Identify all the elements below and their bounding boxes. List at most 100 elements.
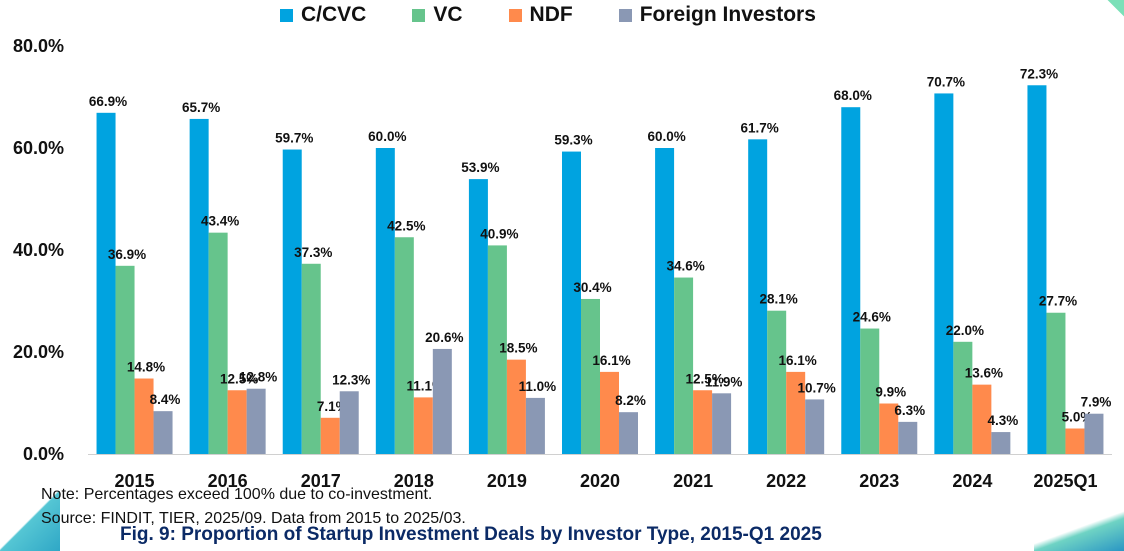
bar-vc-2023: [860, 328, 880, 454]
data-label-vc-2025Q1: 27.7%: [1039, 294, 1077, 309]
bar-ndf-2022: [786, 371, 806, 454]
chart-legend: C/CVC VC NDF Foreign Investors: [280, 3, 816, 27]
bar-vc-2019: [487, 245, 507, 454]
bar-ccvc-2018: [375, 148, 395, 454]
bar-ndf-2018: [413, 397, 433, 454]
legend-label-ccvc: C/CVC: [301, 3, 367, 26]
bar-foreign-2024: [991, 432, 1011, 454]
bar-ndf-2025Q1: [1065, 428, 1085, 454]
bar-ccvc-2021: [655, 148, 675, 454]
x-tick-label: 2023: [859, 471, 899, 491]
bar-foreign-2017: [339, 391, 359, 454]
bar-foreign-2021: [712, 393, 732, 454]
legend-label-vc: VC: [433, 3, 463, 26]
bar-ccvc-2019: [468, 179, 488, 455]
data-label-ccvc-2018: 60.0%: [368, 129, 406, 144]
decorative-corner-right: [1034, 511, 1124, 551]
legend-swatch-ccvc: [280, 8, 293, 22]
data-label-ccvc-2017: 59.7%: [275, 131, 313, 146]
decorative-corner-left: [0, 491, 60, 551]
figure-caption: Fig. 9: Proportion of Startup Investment…: [120, 524, 822, 545]
data-label-foreign-2024: 4.3%: [987, 413, 1018, 428]
bar-ccvc-2015: [96, 112, 116, 454]
data-label-foreign-2021: 11.9%: [705, 374, 743, 389]
bar-ccvc-2020: [562, 151, 581, 454]
legend-swatch-foreign: [618, 8, 632, 22]
data-label-foreign-2019: 11.0%: [519, 379, 557, 394]
bar-ndf-2021: [693, 390, 713, 454]
bar-ndf-2020: [600, 371, 619, 454]
bar-vc-2017: [301, 263, 321, 454]
bar-vc-2018: [394, 237, 414, 454]
bar-ndf-2024: [972, 384, 992, 454]
data-label-foreign-2025Q1: 7.9%: [1081, 395, 1112, 410]
data-label-ccvc-2016: 65.7%: [182, 100, 220, 115]
bar-ndf-2015: [134, 378, 154, 454]
data-label-foreign-2017: 12.3%: [332, 372, 370, 387]
x-tick-label: 2025Q1: [1033, 471, 1097, 491]
data-label-vc-2018: 42.5%: [387, 218, 425, 233]
data-label-ndf-2022: 16.1%: [779, 353, 817, 368]
legend-swatch-vc: [412, 8, 426, 22]
data-label-ccvc-2019: 53.9%: [461, 160, 499, 175]
data-label-vc-2016: 43.4%: [201, 214, 239, 229]
data-label-foreign-2023: 6.3%: [894, 403, 925, 418]
data-label-ndf-2020: 16.1%: [592, 353, 630, 368]
bar-ndf-2016: [227, 390, 247, 454]
bar-foreign-2023: [898, 421, 918, 454]
data-label-ndf-2021: 12.5%: [685, 371, 723, 386]
y-tick-label: 80.0%: [13, 36, 64, 56]
data-label-ndf-2015: 14.8%: [127, 360, 165, 375]
data-label-ccvc-2020: 59.3%: [554, 133, 592, 148]
data-label-foreign-2015: 8.4%: [150, 392, 181, 407]
data-label-foreign-2016: 12.8%: [239, 370, 277, 385]
x-tick-label: 2016: [208, 471, 248, 491]
bar-vc-2015: [115, 265, 135, 454]
data-label-foreign-2020: 8.2%: [615, 393, 646, 408]
bar-ccvc-2017: [282, 149, 302, 454]
bar-vc-2024: [953, 341, 973, 454]
y-tick-label: 20.0%: [13, 342, 64, 362]
bar-ndf-2017: [320, 417, 340, 454]
decorative-corner-top-right: [1104, 0, 1124, 20]
data-label-ccvc-2023: 68.0%: [834, 88, 872, 103]
data-label-foreign-2018: 20.6%: [425, 330, 463, 345]
x-tick-label: 2018: [394, 471, 434, 491]
data-label-ndf-2023: 9.9%: [875, 385, 906, 400]
data-label-ndf-2024: 13.6%: [965, 366, 1003, 381]
chart-source: Source: FINDIT, TIER, 2025/09. Data from…: [41, 510, 466, 527]
legend-item-foreign: Foreign Investors: [618, 3, 816, 27]
chart-note: Note: Percentages exceed 100% due to co-…: [41, 486, 433, 503]
legend-label-foreign: Foreign Investors: [639, 3, 816, 26]
bar-foreign-2020: [619, 412, 638, 454]
bar-foreign-2025Q1: [1084, 413, 1104, 454]
bar-ccvc-2022: [748, 139, 768, 454]
data-label-ccvc-2015: 66.9%: [89, 94, 127, 109]
bar-vc-2021: [674, 277, 694, 454]
data-label-foreign-2022: 10.7%: [798, 380, 836, 395]
data-label-vc-2017: 37.3%: [294, 245, 332, 260]
x-tick-label: 2015: [115, 471, 155, 491]
bar-ccvc-2016: [189, 118, 209, 455]
bar-vc-2020: [581, 298, 600, 454]
data-label-ccvc-2025Q1: 72.3%: [1020, 66, 1058, 81]
data-label-vc-2019: 40.9%: [480, 226, 518, 241]
data-label-ccvc-2022: 61.7%: [741, 120, 779, 135]
data-label-ccvc-2021: 60.0%: [647, 129, 685, 144]
y-tick-label: 0.0%: [23, 444, 64, 464]
bar-foreign-2018: [432, 348, 452, 454]
data-label-vc-2021: 34.6%: [666, 259, 704, 274]
legend-swatch-ndf: [508, 8, 522, 22]
data-label-vc-2023: 24.6%: [853, 310, 891, 325]
bar-ndf-2019: [506, 359, 526, 454]
x-tick-label: 2021: [673, 471, 713, 491]
legend-item-ccvc: C/CVC: [280, 3, 366, 27]
x-tick-label: 2020: [580, 471, 620, 491]
bar-ccvc-2025Q1: [1027, 85, 1047, 455]
bar-foreign-2019: [525, 397, 545, 454]
x-tick-label: 2019: [487, 471, 527, 491]
data-label-vc-2015: 36.9%: [108, 247, 146, 262]
bar-ndf-2023: [879, 403, 899, 454]
y-tick-label: 40.0%: [13, 240, 64, 260]
bar-vc-2022: [767, 310, 787, 454]
